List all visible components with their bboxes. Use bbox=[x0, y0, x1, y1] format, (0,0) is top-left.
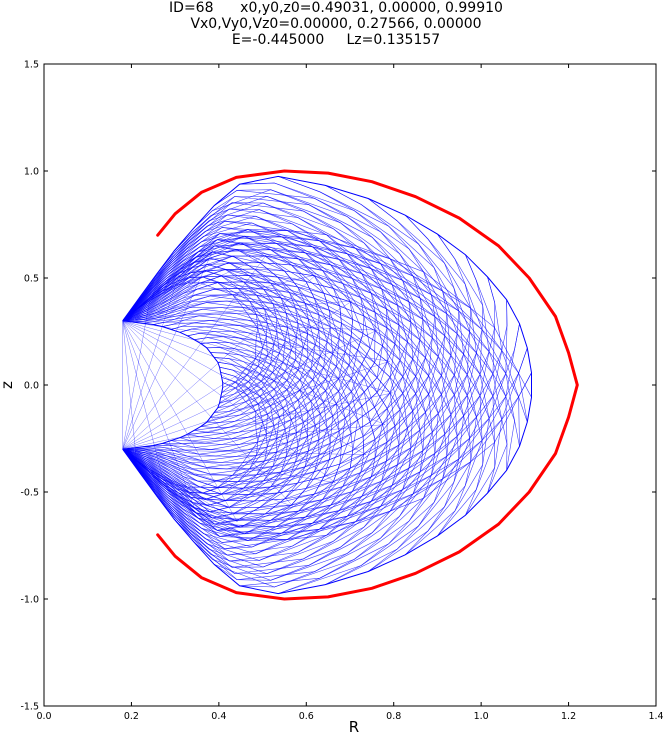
orbit-strand bbox=[122, 308, 383, 556]
orbit-fan-line bbox=[122, 392, 393, 450]
orbit-strand bbox=[122, 377, 267, 494]
orbit-strand bbox=[122, 268, 460, 585]
orbit-fan-line bbox=[122, 448, 336, 483]
orbit-strand bbox=[122, 315, 365, 550]
orbit-strand bbox=[122, 269, 458, 594]
orbit-strand bbox=[122, 352, 309, 519]
orbit-strand bbox=[122, 281, 436, 581]
orbit-fan-line bbox=[122, 449, 137, 462]
orbit-strand bbox=[122, 195, 421, 482]
orbit-fan-line bbox=[122, 300, 353, 450]
orbit-fan-line bbox=[122, 320, 196, 509]
orbit-strand bbox=[122, 176, 448, 495]
x-tick-label: 1.4 bbox=[648, 711, 663, 722]
y-tick-label: 0.5 bbox=[24, 274, 39, 285]
x-tick-label: 1.0 bbox=[474, 711, 489, 722]
orbit-strand bbox=[122, 189, 426, 483]
orbit-fan-line bbox=[122, 320, 386, 425]
orbit-strand bbox=[122, 326, 346, 537]
orbit-fan-line bbox=[122, 272, 180, 450]
y-tick-label: 1.5 bbox=[24, 60, 39, 71]
orbit-inner-boundary bbox=[122, 320, 224, 450]
orbit-fan-line bbox=[122, 320, 390, 362]
x-tick-label: 0.4 bbox=[211, 711, 226, 722]
orbit-strand bbox=[122, 255, 483, 556]
chart-title-line-2: Vx0,Vy0,Vz0=0.00000, 0.27566, 0.00000 bbox=[190, 16, 482, 32]
orbit-fan-line bbox=[122, 320, 294, 507]
x-tick-label: 0.0 bbox=[36, 711, 51, 722]
orbit-fan-line bbox=[122, 300, 353, 322]
orbit-fan-line bbox=[122, 448, 238, 523]
orbit-strand bbox=[122, 372, 532, 540]
orbit-strand bbox=[122, 185, 460, 502]
x-tick-label: 0.2 bbox=[124, 711, 139, 722]
x-axis-label: R bbox=[349, 718, 359, 736]
orbit-fan-line bbox=[122, 320, 378, 331]
y-tick-label: 0.0 bbox=[24, 381, 39, 392]
chart-title-line-3: E=-0.445000 Lz=0.135157 bbox=[231, 32, 441, 48]
orbit-fan-line bbox=[122, 360, 390, 450]
orbit-fan-line bbox=[122, 320, 336, 483]
x-tick-label: 1.2 bbox=[561, 711, 576, 722]
orbit-strand bbox=[122, 352, 304, 513]
orbit-strand bbox=[122, 215, 376, 457]
orbit-strand bbox=[122, 189, 436, 489]
y-tick-label: -0.5 bbox=[20, 488, 39, 499]
orbit-strand bbox=[122, 189, 433, 488]
orbit-fan-line bbox=[122, 274, 316, 322]
orbit-strand bbox=[122, 202, 401, 470]
orbit-strand bbox=[122, 337, 328, 528]
orbit-strand bbox=[122, 347, 528, 541]
orbit-fan-line bbox=[122, 250, 213, 450]
orbit-strand bbox=[122, 331, 340, 535]
ticks-layer: 0.0 0.2 0.4 0.6 0.8 1.0 1.2 1.4 -1.5 -1.0 -0.5 0.0 0… bbox=[20, 60, 663, 723]
zero-velocity-curve bbox=[156, 169, 579, 601]
x-tick-label: 0.6 bbox=[299, 711, 314, 722]
chart-title-line-1: ID=68 x0,y0,z0=0.49031, 0.00000, 0.99910 bbox=[169, 0, 503, 16]
plot-frame bbox=[43, 63, 657, 707]
orbit-strand bbox=[122, 176, 452, 495]
orbit-fan-line bbox=[122, 448, 293, 507]
zero-velocity-layer bbox=[156, 169, 579, 601]
orbit-fan-line bbox=[122, 320, 367, 455]
orbit-fan-line bbox=[122, 254, 267, 450]
orbit-strand bbox=[122, 282, 433, 581]
orbit-outer-boundary bbox=[122, 175, 532, 595]
orbit-strand bbox=[122, 320, 358, 543]
orbit-fan-line bbox=[122, 448, 367, 455]
y-tick-label: 1.0 bbox=[24, 167, 39, 178]
orbit-strand bbox=[122, 322, 354, 543]
orbit-strand bbox=[122, 182, 439, 489]
orbit-strand bbox=[122, 185, 458, 501]
y-tick-label: -1.5 bbox=[20, 702, 39, 713]
orbit-strand bbox=[122, 307, 388, 556]
orbit-strand bbox=[122, 202, 408, 475]
orbit-fan-line bbox=[122, 254, 267, 322]
orbit-strand bbox=[122, 262, 477, 556]
orbit-fan-line bbox=[122, 250, 213, 321]
orbit-fan-line bbox=[122, 424, 386, 450]
y-axis-label: z bbox=[0, 381, 16, 389]
orbit-fan-line bbox=[122, 274, 317, 450]
orbit-strand bbox=[122, 214, 477, 515]
orbit-fan-line bbox=[122, 296, 151, 450]
y-tick-label: -1.0 bbox=[20, 595, 39, 606]
orbit-fan-line bbox=[122, 272, 180, 321]
orbit-fan-line bbox=[122, 320, 393, 394]
orbit-strand bbox=[122, 275, 452, 594]
orbit-fan-line bbox=[122, 320, 238, 523]
x-tick-label: 0.8 bbox=[386, 711, 401, 722]
orbit-strand bbox=[122, 357, 299, 513]
orbit-fan-line bbox=[122, 329, 378, 450]
orbit-strand bbox=[122, 233, 484, 515]
orbit-fan-line bbox=[122, 320, 137, 462]
orbit-fan-line bbox=[122, 449, 195, 509]
orbit-strand bbox=[122, 325, 352, 541]
orbit-layer bbox=[122, 175, 532, 595]
